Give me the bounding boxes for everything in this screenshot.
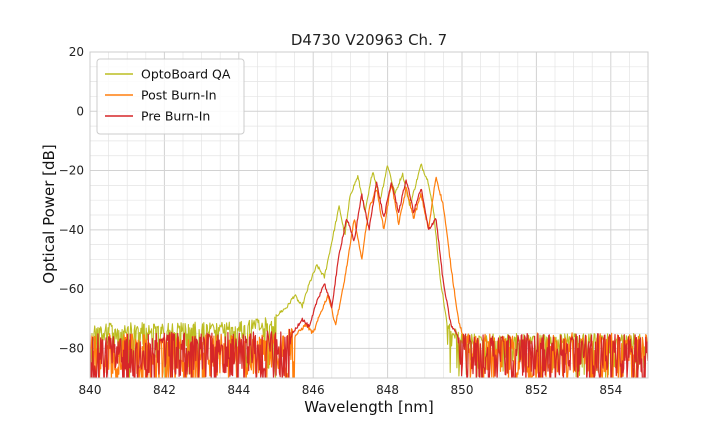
- x-tick-label: 846: [302, 383, 325, 397]
- x-ticks: 840 842 844 846 848 850 852 854: [79, 383, 623, 397]
- y-tick-label: 0: [76, 104, 84, 118]
- y-ticks: −80 −60 −40 −20 0 20: [59, 45, 84, 355]
- x-tick-label: 848: [376, 383, 399, 397]
- x-tick-label: 854: [599, 383, 622, 397]
- legend-box: [96, 58, 245, 135]
- legend-label: Post Burn-In: [141, 88, 217, 103]
- plot-frame: [89, 51, 649, 379]
- x-tick-label: 852: [525, 383, 548, 397]
- series-pre-burn-in: [90, 179, 648, 378]
- y-tick-label: −60: [59, 282, 84, 296]
- y-tick-label: −80: [59, 341, 84, 355]
- chart-title: D4730 V20963 Ch. 7: [291, 31, 447, 49]
- series-line: [90, 179, 648, 378]
- legend-label: OptoBoard QA: [141, 67, 231, 82]
- y-tick-label: −40: [59, 223, 84, 237]
- y-tick-label: −20: [59, 164, 84, 178]
- x-axis-label: Wavelength [nm]: [304, 398, 434, 416]
- x-tick-label: 842: [153, 383, 176, 397]
- x-tick-label: 850: [451, 383, 474, 397]
- y-axis-label: Optical Power [dB]: [40, 144, 58, 283]
- legend-label: Pre Burn-In: [141, 109, 210, 124]
- legend: OptoBoard QA Post Burn-In Pre Burn-In: [96, 58, 245, 135]
- series-layer: [90, 163, 648, 378]
- x-tick-label: 840: [79, 383, 102, 397]
- y-tick-label: 20: [69, 45, 84, 59]
- x-tick-label: 844: [227, 383, 250, 397]
